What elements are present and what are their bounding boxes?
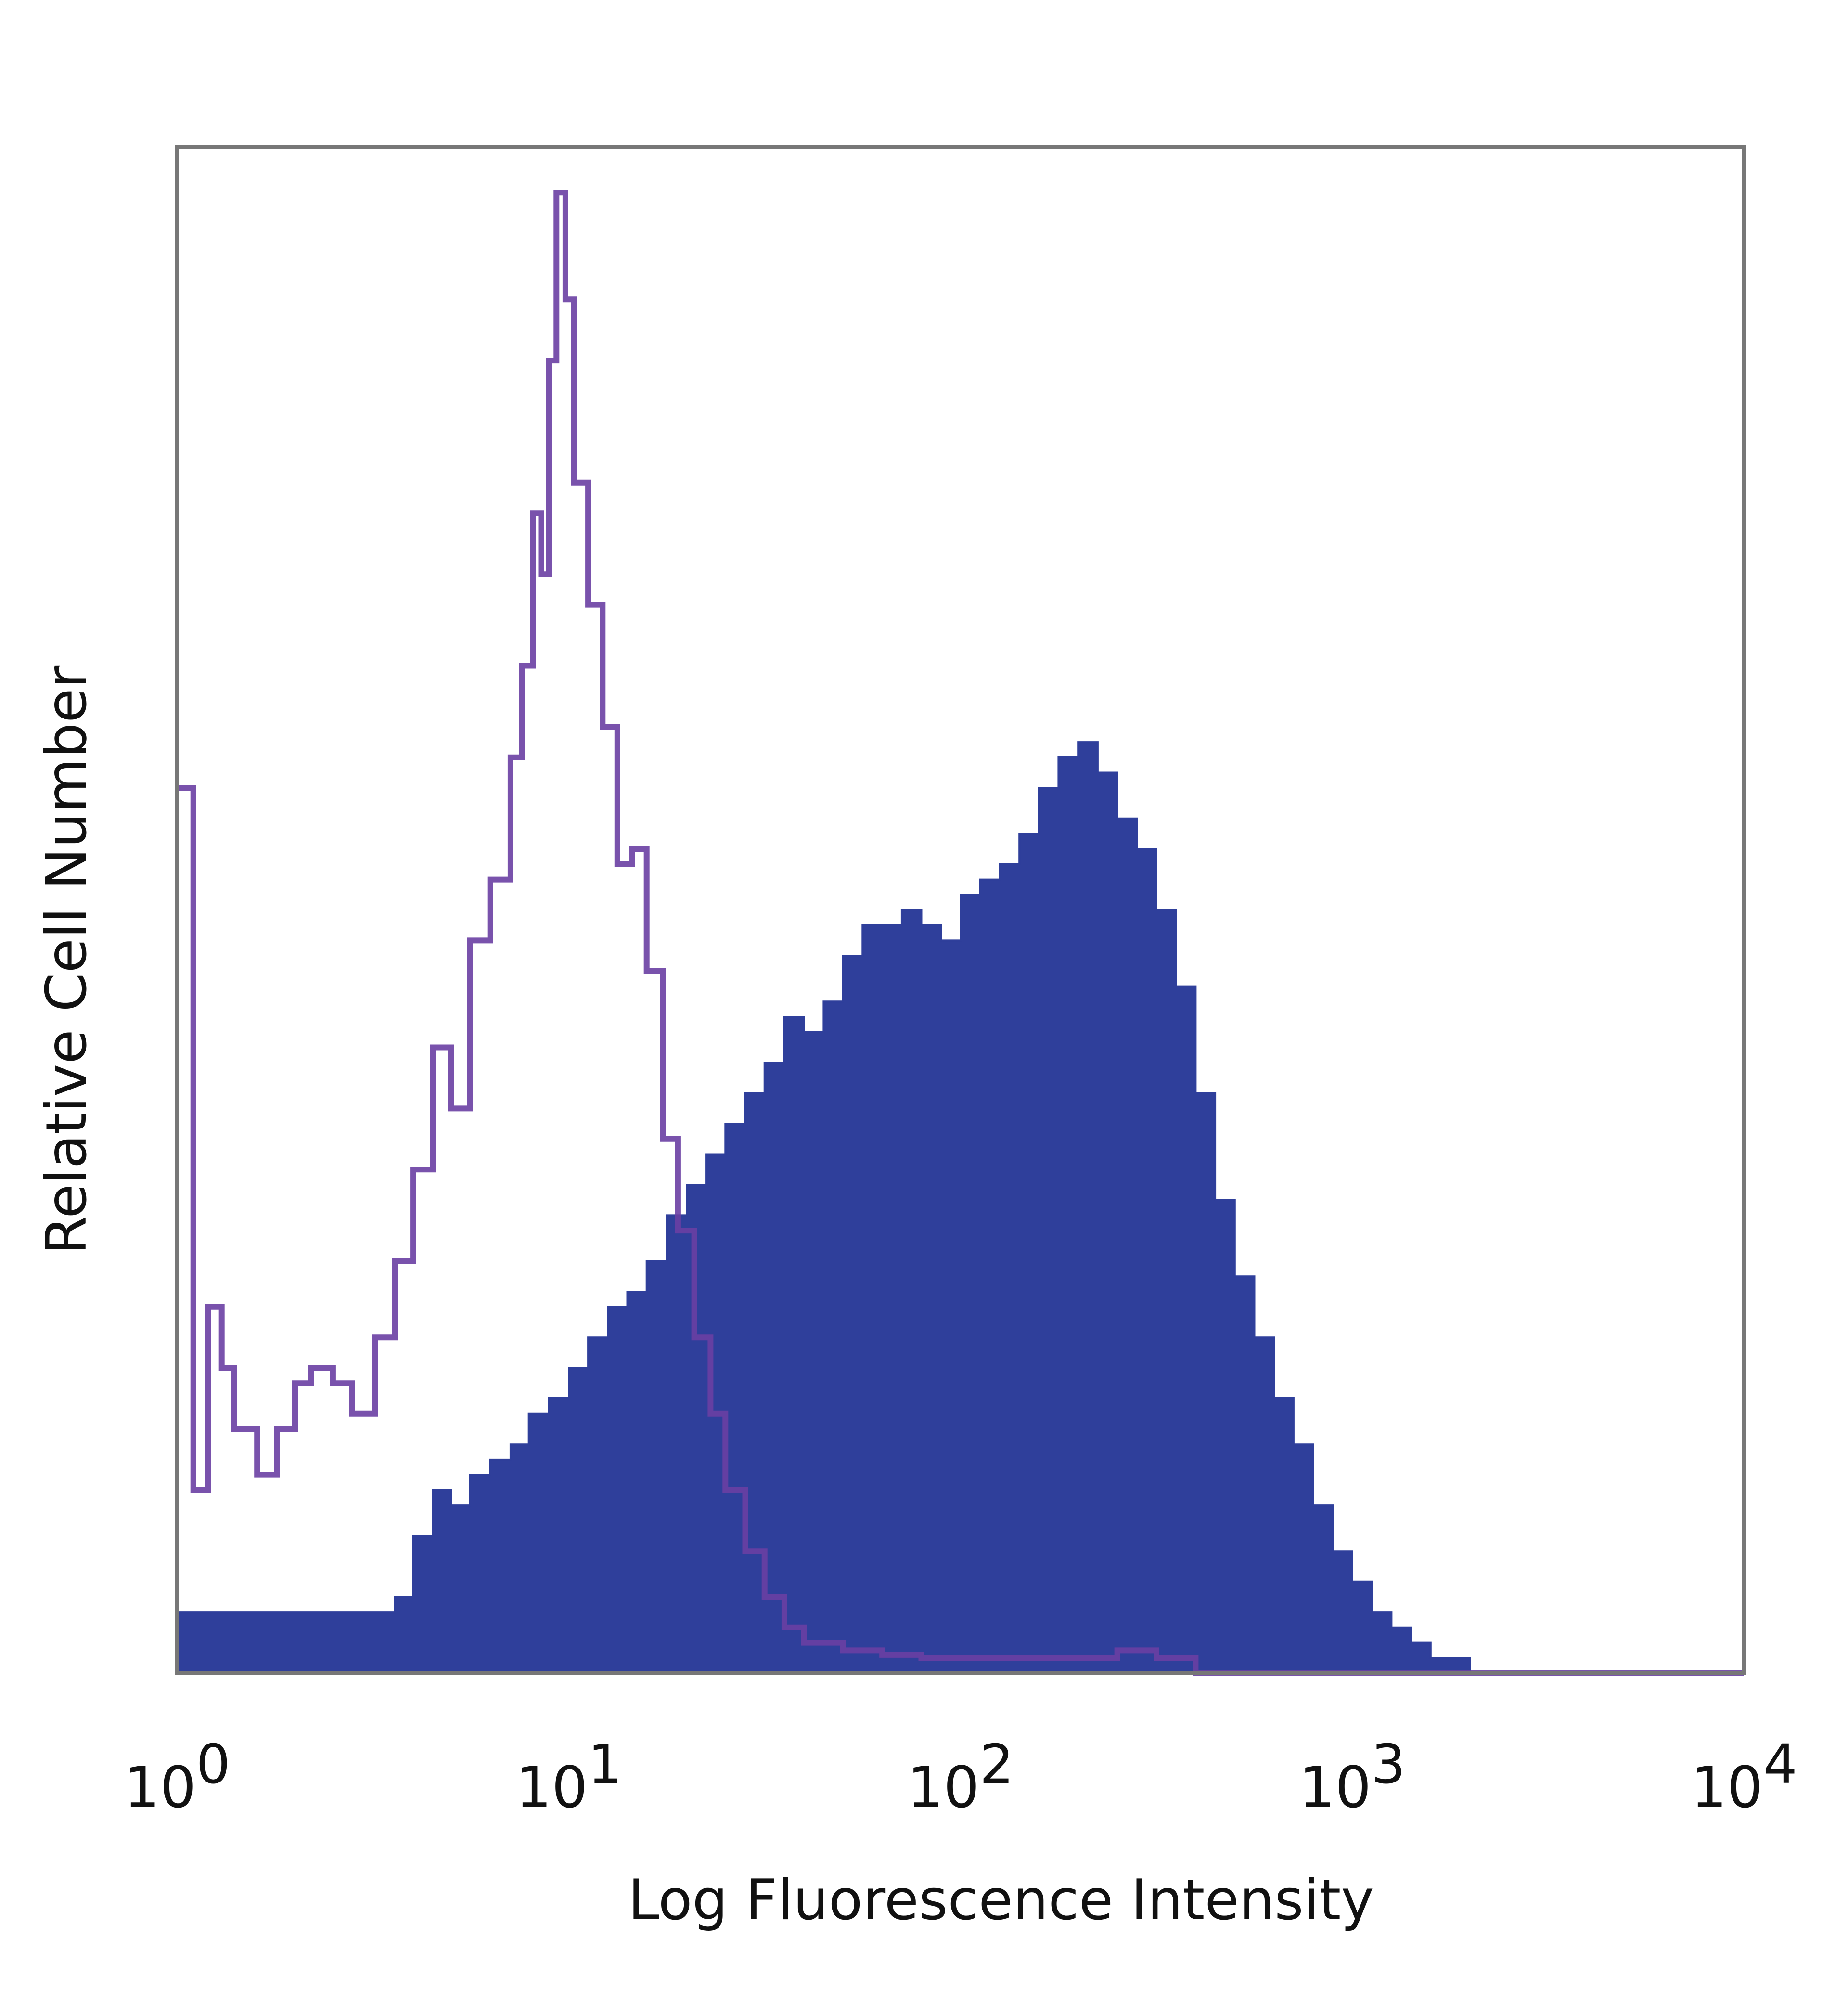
x-tick-label: 102 bbox=[907, 1733, 1014, 1821]
control-histogram-line bbox=[177, 190, 1744, 1676]
x-tick-label: 101 bbox=[515, 1733, 622, 1821]
x-tick-label: 104 bbox=[1691, 1733, 1797, 1821]
x-tick-label: 103 bbox=[1299, 1733, 1405, 1821]
x-axis-title: Log Fluorescence Intensity bbox=[628, 1868, 1374, 1933]
stained-histogram-area bbox=[176, 741, 1744, 1674]
series-layer bbox=[176, 190, 1744, 1676]
x-tick-label: 100 bbox=[124, 1733, 230, 1821]
x-tick-labels: 100 101 102 103 104 bbox=[124, 1733, 1797, 1821]
plot-frame bbox=[175, 145, 1746, 1675]
y-axis-title: Relative Cell Number bbox=[34, 666, 99, 1255]
